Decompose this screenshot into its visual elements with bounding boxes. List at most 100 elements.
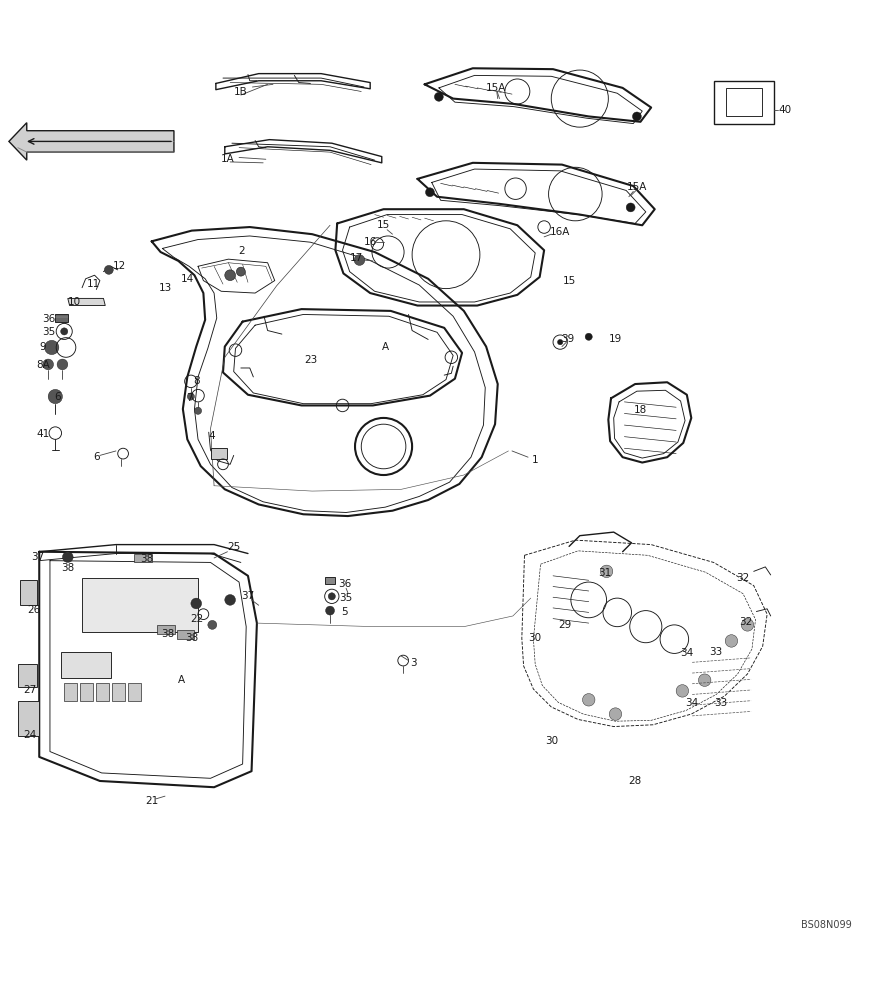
Circle shape <box>191 598 202 609</box>
Text: 7: 7 <box>186 393 193 403</box>
Text: 40: 40 <box>779 105 791 115</box>
Text: 36: 36 <box>338 579 351 589</box>
Bar <box>325 577 335 584</box>
Text: 32: 32 <box>737 573 749 583</box>
Text: 21: 21 <box>145 796 158 806</box>
Text: 1A: 1A <box>220 154 235 164</box>
Circle shape <box>741 619 754 631</box>
Circle shape <box>208 620 217 629</box>
Text: BS08N099: BS08N099 <box>801 920 852 930</box>
Bar <box>134 554 152 562</box>
Text: 17: 17 <box>351 253 363 263</box>
Bar <box>726 88 762 116</box>
Circle shape <box>632 112 641 121</box>
Text: 38: 38 <box>161 629 174 639</box>
Bar <box>177 630 194 639</box>
Bar <box>55 314 68 322</box>
Text: 18: 18 <box>634 405 647 415</box>
Text: 16A: 16A <box>550 227 570 237</box>
Text: 35: 35 <box>340 593 352 603</box>
Circle shape <box>434 92 443 101</box>
Text: 4: 4 <box>208 431 215 441</box>
Text: 31: 31 <box>599 568 611 578</box>
Circle shape <box>609 708 622 720</box>
Circle shape <box>48 389 62 404</box>
Text: 14: 14 <box>181 274 194 284</box>
Text: 15A: 15A <box>627 182 647 192</box>
Text: 37: 37 <box>242 591 254 601</box>
Bar <box>20 580 37 605</box>
Circle shape <box>45 340 59 355</box>
Text: 29: 29 <box>558 620 571 630</box>
Circle shape <box>194 407 202 414</box>
Bar <box>714 81 774 124</box>
Circle shape <box>354 255 365 265</box>
Bar <box>18 664 37 687</box>
Text: 37: 37 <box>31 552 44 562</box>
Text: 1B: 1B <box>234 87 248 97</box>
Text: 32: 32 <box>739 617 752 627</box>
Text: 34: 34 <box>681 648 693 658</box>
Text: 5: 5 <box>341 607 348 617</box>
Text: 41: 41 <box>37 429 49 439</box>
Text: 1: 1 <box>532 455 539 465</box>
Circle shape <box>585 333 592 340</box>
Text: 38: 38 <box>186 633 198 643</box>
Text: 23: 23 <box>304 355 317 365</box>
Bar <box>64 683 77 701</box>
Text: 11: 11 <box>87 279 100 289</box>
Circle shape <box>225 595 235 605</box>
Circle shape <box>558 339 563 345</box>
Circle shape <box>626 203 635 212</box>
Text: 19: 19 <box>609 334 622 344</box>
Text: 35: 35 <box>43 327 55 337</box>
Text: 30: 30 <box>529 633 541 643</box>
Bar <box>112 683 125 701</box>
Circle shape <box>62 552 73 562</box>
Bar <box>61 652 111 678</box>
Circle shape <box>187 393 194 400</box>
Text: 2: 2 <box>238 246 245 256</box>
Circle shape <box>725 635 738 647</box>
Text: 15: 15 <box>563 276 575 286</box>
Text: 9: 9 <box>39 342 46 352</box>
Text: 16: 16 <box>364 237 376 247</box>
Circle shape <box>236 267 245 276</box>
Text: 8A: 8A <box>36 360 50 370</box>
Bar <box>211 448 227 459</box>
Circle shape <box>43 359 54 370</box>
Bar <box>80 683 93 701</box>
Circle shape <box>600 565 613 578</box>
Text: 36: 36 <box>43 314 55 324</box>
Text: 30: 30 <box>545 736 558 746</box>
Circle shape <box>61 328 68 335</box>
Text: 39: 39 <box>562 334 574 344</box>
Text: 33: 33 <box>709 647 722 657</box>
Text: 34: 34 <box>685 698 698 708</box>
Circle shape <box>104 265 113 274</box>
Text: A: A <box>178 675 185 685</box>
Text: 38: 38 <box>62 563 74 573</box>
Text: 13: 13 <box>159 283 171 293</box>
Text: 12: 12 <box>113 261 126 271</box>
Circle shape <box>225 270 235 281</box>
Text: 28: 28 <box>629 776 641 786</box>
Bar <box>128 683 141 701</box>
Bar <box>82 578 198 632</box>
Polygon shape <box>9 123 174 160</box>
Text: 15: 15 <box>377 220 390 230</box>
Bar <box>18 701 39 736</box>
Circle shape <box>698 674 711 686</box>
Text: 6: 6 <box>93 452 100 462</box>
Bar <box>96 683 109 701</box>
Circle shape <box>582 694 595 706</box>
Text: 38: 38 <box>141 554 153 564</box>
Text: 25: 25 <box>227 542 240 552</box>
Circle shape <box>328 593 335 600</box>
Circle shape <box>326 606 334 615</box>
Text: 8: 8 <box>193 376 200 386</box>
Text: 26: 26 <box>28 605 40 615</box>
Polygon shape <box>68 298 105 306</box>
Text: 6: 6 <box>54 392 62 402</box>
Circle shape <box>676 685 689 697</box>
